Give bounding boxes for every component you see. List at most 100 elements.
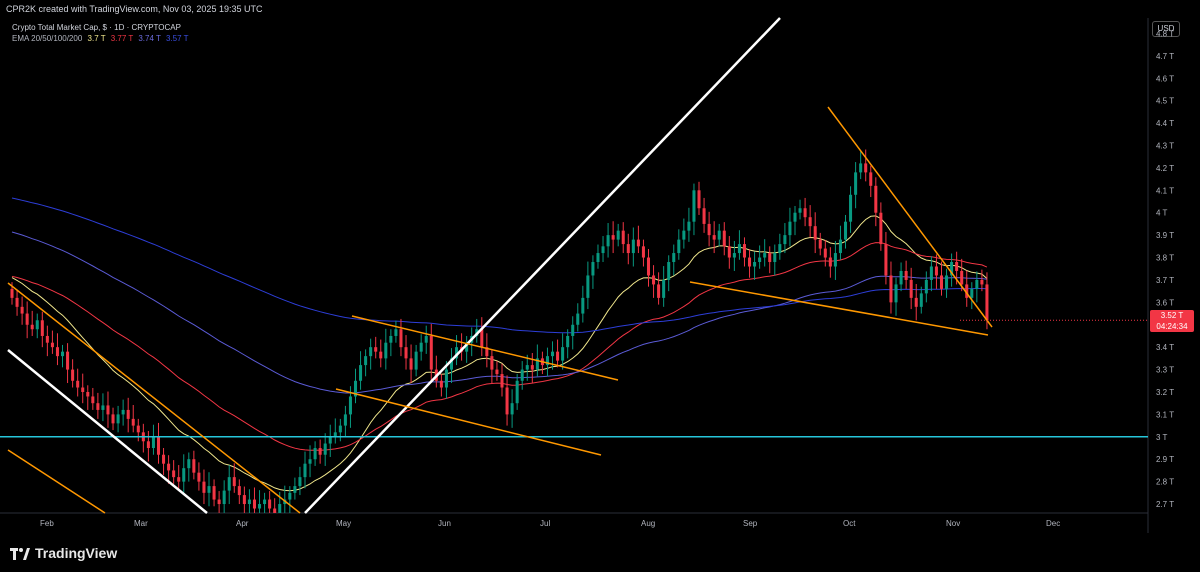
candle-body — [748, 257, 752, 267]
candle-body — [394, 329, 398, 336]
candle-body — [172, 470, 176, 478]
candle-body — [76, 380, 80, 388]
candle-body — [611, 235, 615, 240]
candle-body — [419, 342, 423, 352]
candle-body — [586, 275, 590, 298]
price-tick-label: 3.9 T — [1156, 231, 1174, 240]
candle-body — [646, 257, 651, 276]
candle-body — [828, 257, 832, 267]
candle-body — [414, 351, 418, 370]
ema-200-value: 3.57 T — [165, 34, 189, 43]
candle-body — [652, 275, 656, 285]
candle-body — [545, 356, 549, 366]
candle-body — [217, 499, 221, 505]
candle-body — [268, 499, 272, 509]
candle-body — [889, 275, 893, 303]
time-tick-label: Jun — [438, 519, 451, 528]
candle-body — [247, 499, 251, 505]
candle-body — [707, 223, 711, 236]
candle-body — [626, 244, 630, 254]
candle-body — [525, 365, 529, 370]
candle-body — [778, 244, 782, 254]
time-tick-label: Mar — [134, 519, 148, 528]
candle-body — [389, 335, 393, 343]
price-tick-label: 4.8 T — [1156, 29, 1174, 38]
candle-body — [480, 329, 484, 348]
symbol-title[interactable]: Crypto Total Market Cap, $ · 1D · CRYPTO… — [12, 23, 181, 32]
candle-body — [25, 313, 29, 325]
candle-body — [86, 391, 90, 397]
candle-body — [838, 239, 842, 254]
candle-body — [379, 351, 383, 359]
candle-body — [934, 266, 938, 276]
time-tick-label: Jul — [540, 519, 550, 528]
price-tick-label: 3.4 T — [1156, 343, 1174, 352]
candle-body — [192, 459, 196, 473]
candle-body — [439, 380, 443, 388]
candle-body — [258, 504, 262, 509]
descending-channel-bottom — [7, 449, 106, 514]
ascending-trendline — [304, 17, 781, 514]
candle-body — [712, 235, 716, 240]
time-tick-label: Feb — [40, 519, 54, 528]
wedge-bottom-line — [689, 281, 989, 336]
price-axis: 4.8 T 4.7 T 4.6 T 4.5 T 4.4 T 4.3 T 4.2 T 4.1 T… — [1156, 29, 1174, 509]
candle-body — [561, 347, 565, 361]
ema-50-value: 3.77 T — [110, 34, 134, 43]
candle-body — [323, 443, 327, 455]
candle-body — [455, 347, 459, 359]
candle-body — [313, 448, 317, 460]
candle-body — [808, 217, 812, 227]
candle-body — [227, 477, 231, 491]
candle-body — [773, 253, 777, 263]
candle-body — [207, 486, 211, 493]
trendline-drawings — [0, 17, 1148, 514]
candle-body — [576, 313, 580, 325]
candle-body — [864, 163, 868, 173]
candle-body — [111, 414, 115, 424]
tradingview-logo[interactable]: TradingView — [10, 545, 117, 561]
candle-body — [399, 329, 403, 348]
candle-body — [697, 190, 701, 209]
candle-body — [535, 358, 539, 370]
candle-body — [939, 275, 943, 289]
ema-legend[interactable]: EMA 20/50/100/200 3.7 T 3.77 T 3.74 T 3.… — [12, 33, 189, 44]
ema-100-value: 3.74 T — [138, 34, 161, 43]
candle-body — [520, 369, 524, 381]
price-tick-label: 4 T — [1156, 209, 1168, 218]
candle-body — [722, 230, 726, 247]
candle-body — [348, 396, 352, 415]
candle-body — [490, 356, 494, 370]
currency-button[interactable]: USD — [1152, 21, 1180, 37]
candle-body — [308, 459, 312, 464]
candle-body — [81, 387, 85, 392]
candle-body — [692, 190, 696, 222]
candle-body — [985, 284, 989, 321]
current-price-value: 3.52 T — [1160, 311, 1184, 321]
candle-body — [212, 486, 216, 500]
candle-body — [919, 293, 923, 307]
candle-body — [980, 279, 984, 285]
candle-body — [202, 481, 206, 493]
candles — [10, 149, 989, 513]
candle-body — [485, 347, 489, 357]
candle-body — [894, 284, 898, 303]
candle-body — [121, 409, 125, 415]
candle-body — [596, 253, 600, 263]
candle-body — [616, 230, 620, 240]
candle-body — [803, 208, 807, 218]
candle-body — [687, 221, 691, 231]
price-tick-label: 2.7 T — [1156, 500, 1174, 509]
price-tick-label: 4.3 T — [1156, 141, 1174, 150]
candle-body — [278, 504, 282, 513]
candle-body — [530, 365, 534, 370]
candle-body — [429, 335, 433, 370]
candle-body — [884, 244, 888, 276]
candle-body — [328, 436, 332, 444]
candle-body — [424, 335, 428, 343]
candle-body — [859, 163, 863, 173]
price-tick-label: 4.6 T — [1156, 74, 1174, 83]
candle-body — [662, 279, 666, 298]
candle-body — [167, 463, 171, 471]
